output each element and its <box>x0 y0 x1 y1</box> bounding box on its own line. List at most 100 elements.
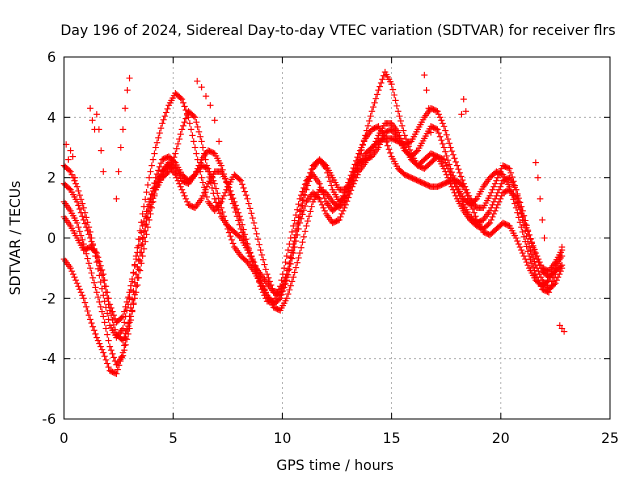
data-point-track-c <box>148 162 155 169</box>
data-point-spikes <box>202 93 210 100</box>
data-point-track-e <box>149 187 157 195</box>
data-point-track-d <box>549 278 556 285</box>
data-point-track-e <box>512 195 520 202</box>
data-point-track-d <box>550 274 558 282</box>
data-point-track-e <box>558 246 566 254</box>
data-point-track-d <box>303 180 310 187</box>
data-point-track-c <box>508 173 516 181</box>
data-point-track-d <box>246 252 254 260</box>
data-point-track-d <box>432 125 440 132</box>
data-point-track-c <box>455 166 462 173</box>
data-point-track-d <box>100 313 107 320</box>
data-point-track-b <box>371 99 378 107</box>
data-point-track-b <box>105 363 112 371</box>
data-point-track-c <box>506 165 513 172</box>
data-point-track-e <box>130 269 137 276</box>
data-point-track-c <box>510 178 517 185</box>
data-point-track-d <box>552 271 559 278</box>
data-point-track-c <box>434 108 441 115</box>
data-point-track-c <box>72 180 79 187</box>
data-point-track-b <box>497 183 504 190</box>
data-point-track-c <box>432 107 440 114</box>
data-point-track-e <box>139 222 146 230</box>
data-point-track-a <box>183 198 191 205</box>
data-point-track-b <box>85 312 93 319</box>
data-point-track-c <box>151 150 158 157</box>
data-point-track-b <box>229 200 237 207</box>
data-point-track-a <box>199 192 207 199</box>
data-point-track-d <box>173 145 180 152</box>
data-point-track-e <box>448 183 456 190</box>
data-point-track-c <box>83 214 90 221</box>
data-point-track-c <box>198 174 205 181</box>
data-point-track-c <box>256 241 263 248</box>
data-point-track-e <box>225 229 233 236</box>
data-point-track-d <box>304 176 311 184</box>
data-point-track-b <box>104 360 111 367</box>
data-point-track-b <box>218 162 225 169</box>
data-point-track-b <box>98 346 106 353</box>
data-point-track-e <box>228 236 235 244</box>
data-point-track-d <box>122 341 129 348</box>
data-point-track-e <box>132 255 140 263</box>
data-point-track-b <box>303 222 310 230</box>
data-point-track-e <box>489 213 496 221</box>
data-point-track-e <box>527 235 534 242</box>
data-point-track-c <box>443 131 450 139</box>
data-point-track-d <box>529 263 537 271</box>
data-point-track-d <box>101 319 108 326</box>
data-point-track-d <box>190 112 197 120</box>
data-point-track-c <box>191 144 199 151</box>
data-point-track-e <box>215 194 222 202</box>
data-point-track-b <box>440 156 448 163</box>
data-point-track-d <box>546 285 554 292</box>
data-point-track-b <box>220 170 228 178</box>
data-point-track-c <box>81 209 89 216</box>
data-point-track-e <box>440 165 448 172</box>
data-point-track-e <box>397 135 404 142</box>
data-point-track-d <box>134 274 141 282</box>
data-point-track-e <box>123 298 131 306</box>
data-point-track-c <box>303 186 310 193</box>
data-point-track-c <box>68 171 76 178</box>
data-point-track-e <box>136 236 144 243</box>
data-point-track-d <box>140 234 148 241</box>
data-point-track-e <box>349 183 356 190</box>
data-point-track-a <box>75 202 82 209</box>
data-point-track-a <box>178 186 186 193</box>
data-point-track-d <box>119 352 127 359</box>
data-point-track-c <box>487 189 495 196</box>
data-point-track-d <box>98 308 106 315</box>
data-point-track-c <box>80 204 87 212</box>
data-point-track-a <box>522 255 529 263</box>
data-point-track-a <box>73 198 81 205</box>
data-point-track-e <box>127 282 135 289</box>
data-point-track-d <box>535 277 542 284</box>
data-point-track-c <box>249 214 256 222</box>
data-point-track-c <box>203 193 211 201</box>
data-point-track-b <box>388 80 395 88</box>
data-point-track-b <box>113 370 120 377</box>
data-point-track-c <box>446 140 453 147</box>
data-point-track-e <box>398 138 406 145</box>
data-point-track-b <box>375 86 382 94</box>
data-point-track-d <box>307 169 314 177</box>
data-point-track-b <box>102 356 110 364</box>
data-point-spikes <box>211 117 218 124</box>
data-point-track-e <box>98 266 106 274</box>
data-point-track-b <box>379 76 386 83</box>
data-point-track-a <box>280 264 288 272</box>
data-point-track-c <box>557 267 564 275</box>
data-point-track-c <box>220 192 228 199</box>
data-point-track-e <box>494 201 501 209</box>
data-point-track-a <box>514 237 521 245</box>
data-point-spikes <box>541 234 548 242</box>
data-point-track-e <box>320 204 327 212</box>
data-point-track-c <box>259 256 267 263</box>
data-point-track-b <box>231 204 238 212</box>
data-point-track-a <box>201 189 208 196</box>
data-point-track-b <box>308 203 315 210</box>
data-point-track-c <box>161 112 169 120</box>
data-point-track-b <box>360 137 368 144</box>
